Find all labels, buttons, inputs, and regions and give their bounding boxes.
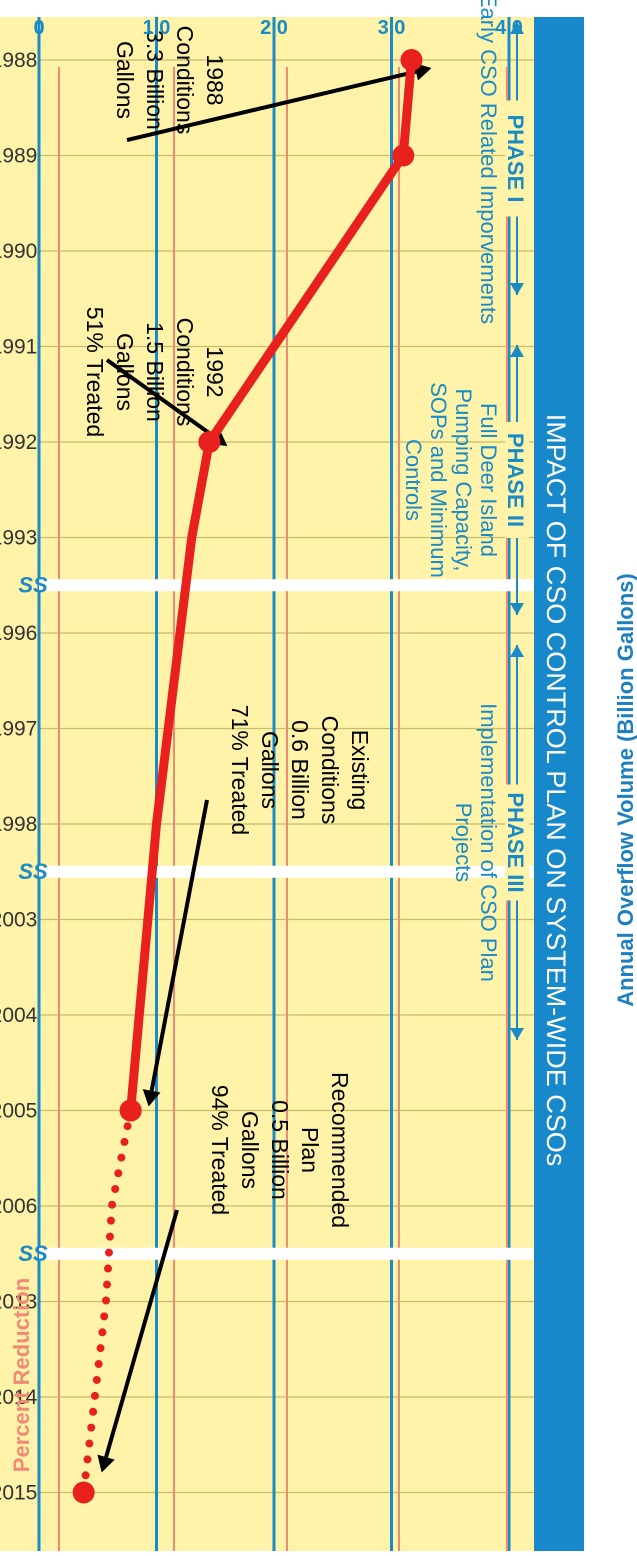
phase-label: PHASE III bbox=[503, 792, 528, 892]
x-tick-label: 2013 bbox=[0, 1291, 37, 1314]
axis-break-band bbox=[39, 1247, 534, 1260]
phase-description: Pumping Capacity, bbox=[451, 388, 476, 571]
annotation-text: Plan bbox=[297, 1127, 323, 1173]
x-tick-label: 1993 bbox=[0, 527, 37, 550]
x-tick-label: 1988 bbox=[0, 49, 37, 72]
annotation-arrowhead bbox=[142, 1089, 161, 1107]
y-axis-label: Annual Overflow Volume (Billion Gallons) bbox=[613, 573, 637, 1007]
axis-break-band bbox=[39, 579, 534, 592]
phase-description: Projects bbox=[451, 803, 476, 882]
phase-description: SOPs and Minimum bbox=[426, 382, 451, 578]
y2-axis-label: Percent Reduction bbox=[9, 1278, 34, 1472]
annotation-text: 71% Treated bbox=[227, 705, 253, 835]
phase-arrow-head bbox=[510, 345, 524, 357]
x-tick-label: 2006 bbox=[0, 1195, 37, 1218]
data-point bbox=[400, 49, 423, 71]
x-tick-label: 1990 bbox=[0, 240, 37, 263]
annotation-arrow bbox=[126, 69, 417, 142]
annotation-text: Gallons bbox=[237, 1111, 263, 1189]
phase-arrow-head bbox=[510, 22, 524, 34]
annotation-text: Existing bbox=[347, 730, 373, 811]
plot-background bbox=[0, 17, 584, 1556]
annotation-arrow bbox=[104, 1209, 179, 1458]
annotation-text: Gallons bbox=[112, 41, 138, 119]
y-tick-label: 2.0 bbox=[260, 17, 288, 39]
annotation-arrow bbox=[105, 358, 216, 439]
y-tick-label: 3.0 bbox=[378, 17, 406, 39]
annotation-text: 3.3 Billion bbox=[142, 30, 168, 130]
x-tick-label: 1989 bbox=[0, 145, 37, 168]
phase-description: Controls bbox=[401, 439, 426, 521]
x-tick-label: 1996 bbox=[0, 622, 37, 645]
axis-break-symbol: SS bbox=[18, 572, 48, 597]
x-tick-label: 1998 bbox=[0, 813, 37, 836]
annotation-text: Conditions bbox=[317, 716, 343, 825]
axis-break-symbol: SS bbox=[18, 1241, 48, 1266]
annotation-text: Recommended bbox=[327, 1072, 353, 1228]
y-tick-label: 0 bbox=[33, 17, 44, 39]
annotation-text: 51% Treated bbox=[82, 307, 108, 437]
data-point bbox=[119, 1099, 142, 1122]
phase-arrow-head bbox=[510, 283, 524, 295]
projected-series-line bbox=[79, 1106, 135, 1497]
y-tick-label: 1.0 bbox=[143, 17, 171, 39]
phase-arrow-head bbox=[510, 1028, 524, 1040]
x-tick-label: 1992 bbox=[0, 431, 37, 454]
annotation-text: 1.5 Billion bbox=[142, 322, 168, 422]
axis-break-symbol: SS bbox=[18, 859, 48, 884]
phase-description: Implementation of CSO Plan bbox=[476, 703, 501, 982]
annotation-text: 0.5 Billion bbox=[267, 1100, 293, 1200]
annotation-arrow bbox=[149, 799, 209, 1092]
annotation-text: 1988 bbox=[202, 54, 228, 105]
phase-label: PHASE I bbox=[503, 114, 528, 202]
phase-label: PHASE II bbox=[503, 433, 528, 527]
x-tick-label: 1997 bbox=[0, 718, 37, 741]
title-bar bbox=[534, 17, 584, 1556]
phase-arrow-head bbox=[510, 645, 524, 657]
phase-label-bg bbox=[505, 100, 529, 217]
x-tick-label: 1991 bbox=[0, 336, 37, 359]
x-tick-label: 2014 bbox=[0, 1386, 38, 1409]
actual-series-line bbox=[126, 55, 416, 1115]
annotation-text: 1992 bbox=[202, 346, 228, 397]
annotation-arrowhead bbox=[97, 1454, 115, 1473]
data-point bbox=[72, 1481, 95, 1504]
annotation-text: 0.6 Billion bbox=[287, 720, 313, 820]
phase-label-bg bbox=[505, 784, 529, 901]
x-tick-label: 2005 bbox=[0, 1100, 37, 1123]
y-tick-label: 4.0 bbox=[495, 17, 523, 39]
phase-arrow-head bbox=[510, 603, 524, 615]
annotation-text: Conditions bbox=[172, 26, 198, 135]
data-point bbox=[198, 431, 221, 453]
phase-description: Full Deer Island bbox=[476, 403, 501, 557]
x-tick-label: 2003 bbox=[0, 909, 37, 932]
annotation-text: 94% Treated bbox=[207, 1085, 233, 1215]
phase-label-bg bbox=[505, 422, 529, 538]
phase-description: Early CSO Related Imporvements bbox=[476, 0, 501, 324]
data-point bbox=[392, 144, 415, 167]
axis-break-band bbox=[39, 865, 534, 878]
chart-title: IMPACT OF CSO CONTROL PLAN ON SYSTEM-WID… bbox=[541, 414, 571, 1167]
annotation-text: Gallons bbox=[257, 731, 283, 809]
x-tick-label: 2015 bbox=[0, 1482, 37, 1505]
x-tick-label: 2004 bbox=[0, 1004, 38, 1027]
